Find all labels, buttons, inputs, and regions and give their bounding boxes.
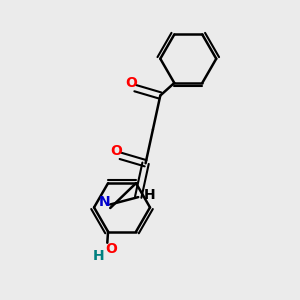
Text: N: N xyxy=(98,195,110,209)
Text: O: O xyxy=(110,144,122,158)
Text: O: O xyxy=(105,242,117,256)
Text: H: H xyxy=(93,249,104,263)
Text: H: H xyxy=(144,188,155,202)
Text: O: O xyxy=(125,76,137,90)
